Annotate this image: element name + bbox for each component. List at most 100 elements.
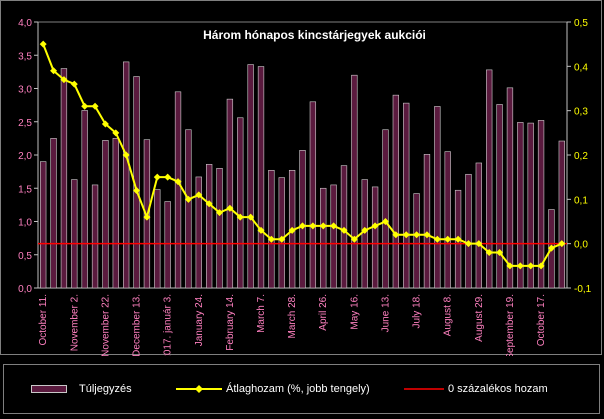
bar-oversubscription [382, 129, 389, 289]
average-yield-point [402, 231, 410, 239]
bar-oversubscription [340, 165, 348, 289]
average-yield-point [475, 240, 483, 248]
left-axis-tick-label: 1,0 [18, 218, 32, 229]
right-axis-tick-label: 0,0 [574, 240, 588, 251]
average-yield-point [101, 120, 109, 128]
average-yield-point [361, 226, 369, 234]
x-axis-tick-label: May 16. [349, 294, 360, 330]
bar-oversubscription [278, 177, 285, 289]
average-yield-point [340, 226, 348, 234]
bar-oversubscription [60, 68, 68, 289]
x-axis-tick-label: March 28. [287, 294, 298, 338]
bar-oversubscription [195, 176, 202, 289]
average-yield-point [485, 249, 493, 257]
bar-oversubscription [486, 69, 493, 289]
bar-oversubscription [164, 201, 171, 289]
chart-area: Három hónapos kincstárjegyek aukciói 0,0 0… [0, 0, 602, 356]
bar-oversubscription [392, 94, 400, 289]
bar-oversubscription [247, 64, 254, 289]
legend-label-oversubscription: Túljegyzés [79, 383, 132, 395]
x-axis-tick-label: April 26. [318, 294, 329, 331]
bar-oversubscription [102, 140, 109, 289]
bar-oversubscription [216, 168, 223, 289]
x-axis-tick-label: 2017. január 3. [163, 294, 174, 356]
average-yield-point [413, 231, 421, 239]
average-yield-point [122, 151, 130, 159]
average-yield-point [174, 178, 182, 186]
auction-chart: Három hónapos kincstárjegyek aukciói 0,0 0… [18, 18, 592, 356]
legend: Túljegyzés Átlaghozam (%, jobb tengely) … [3, 364, 600, 414]
bar-oversubscription [423, 154, 431, 289]
average-yield-point [278, 235, 286, 243]
average-yield-point [506, 262, 514, 270]
bar-oversubscription [40, 161, 47, 289]
average-yield-point [496, 249, 504, 257]
bar-oversubscription [330, 184, 337, 289]
average-yield-point [381, 218, 389, 225]
average-yield-point [392, 231, 400, 239]
x-axis-tick-label: August 8. [443, 294, 454, 336]
average-yield-point [547, 244, 555, 252]
bar-oversubscription [537, 120, 545, 289]
right-axis-tick-label: -0,1 [574, 284, 592, 295]
bar-oversubscription [475, 162, 482, 289]
average-yield-point [153, 173, 161, 181]
average-yield-point [464, 240, 472, 248]
bar-oversubscription [81, 110, 88, 289]
bar-oversubscription [465, 173, 472, 289]
average-yield-point [444, 235, 452, 243]
legend-label-average-yield: Átlaghozam (%, jobb tengely) [226, 383, 370, 395]
average-yield-point [433, 235, 441, 243]
bar-oversubscription [320, 187, 327, 289]
x-axis-tick-label: September 19. [505, 294, 516, 356]
legend-bar-swatch [31, 385, 67, 393]
x-axis-tick-label: November 2. [69, 294, 80, 351]
x-axis-tick-label: November 22. [100, 294, 111, 356]
bar-oversubscription [91, 184, 99, 289]
bar-oversubscription [174, 91, 182, 289]
average-yield-point [216, 209, 224, 217]
x-axis-tick-label: October 11. [38, 294, 49, 346]
average-yield-point [319, 222, 327, 230]
average-yield-point [247, 213, 255, 221]
bar-oversubscription [257, 66, 265, 289]
average-yield-point [423, 231, 431, 239]
bar-oversubscription [123, 61, 130, 289]
right-axis-tick-label: 0,5 [574, 18, 588, 29]
x-axis-tick-label: December 13. [132, 294, 143, 356]
x-axis-tick-label: June 13. [380, 294, 391, 332]
average-yield-point [133, 186, 141, 194]
bar-oversubscription [50, 138, 57, 289]
average-yield-point [81, 102, 89, 110]
bar-oversubscription [444, 151, 451, 289]
average-yield-point [527, 262, 535, 270]
average-yield-point [91, 102, 99, 110]
bar-oversubscription [506, 87, 514, 289]
average-yield-point [226, 204, 234, 212]
average-yield-point [50, 67, 58, 75]
average-yield-point [288, 226, 296, 234]
left-axis-tick-label: 4,0 [18, 18, 32, 29]
bar-oversubscription [371, 186, 379, 289]
average-yield-point [39, 40, 47, 48]
average-yield-point [60, 76, 68, 84]
average-yield-point [184, 195, 192, 203]
left-axis-tick-label: 3,5 [18, 51, 32, 62]
left-axis-tick-label: 2,0 [18, 151, 32, 162]
bar-oversubscription [351, 74, 358, 289]
bar-oversubscription [112, 138, 119, 289]
average-yield-point [195, 191, 203, 199]
average-yield-point [112, 129, 120, 137]
legend-item-zero-yield: 0 százalékos hozam [402, 382, 597, 396]
bar-oversubscription [558, 140, 565, 289]
bar-oversubscription [434, 106, 441, 289]
average-yield-point [257, 226, 265, 234]
bar-oversubscription [517, 122, 524, 289]
average-yield-point [164, 173, 172, 181]
legend-item-average-yield: Átlaghozam (%, jobb tengely) [174, 382, 404, 396]
average-yield-point [309, 222, 317, 230]
legend-line-red-swatch [404, 388, 444, 390]
legend-item-oversubscription: Túljegyzés [4, 382, 174, 396]
average-yield-point [350, 235, 358, 243]
bar-oversubscription [226, 98, 234, 289]
